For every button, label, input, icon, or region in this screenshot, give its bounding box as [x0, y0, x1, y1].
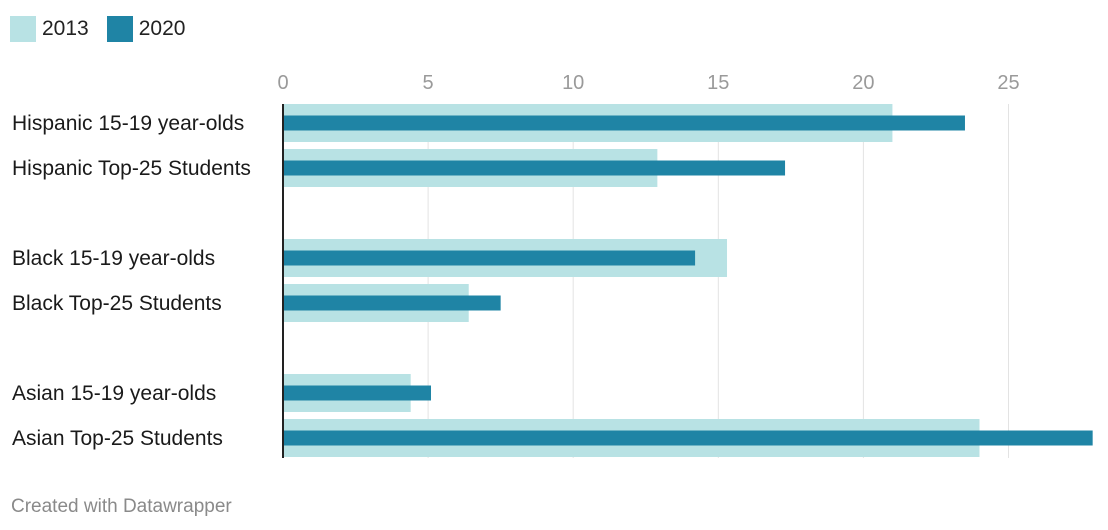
category-label: Black 15-19 year-olds [12, 247, 215, 270]
category-label: Asian 15-19 year-olds [12, 382, 216, 405]
x-tick-label: 20 [852, 72, 874, 94]
legend-swatch-2020 [106, 16, 133, 42]
category-label: Asian Top-25 Students [12, 427, 223, 450]
x-tick-label: 0 [277, 72, 288, 94]
bar-2020 [283, 385, 432, 401]
legend-item-2020: 2020 [106, 16, 186, 42]
bar-2020 [283, 295, 501, 311]
legend-label-2020: 2020 [138, 17, 186, 40]
x-tick-label: 25 [997, 72, 1019, 94]
bar-2020 [283, 430, 1093, 446]
legend-swatch-2013 [10, 16, 36, 42]
x-tick-label: 15 [707, 72, 729, 94]
category-label: Hispanic 15-19 year-olds [12, 112, 244, 135]
category-label: Hispanic Top-25 Students [12, 157, 251, 180]
footer-credit: Created with Datawrapper [11, 496, 232, 517]
legend-item-2013: 2013 [10, 16, 89, 42]
chart-legend: 2013 2020 [10, 16, 203, 42]
legend-label-2013: 2013 [42, 17, 89, 40]
x-tick-label: 5 [423, 72, 434, 94]
bar-2020 [283, 115, 965, 131]
bar-2020 [283, 250, 696, 266]
x-tick-label: 10 [562, 72, 584, 94]
category-label: Black Top-25 Students [12, 292, 222, 315]
bar-2020 [283, 160, 786, 176]
